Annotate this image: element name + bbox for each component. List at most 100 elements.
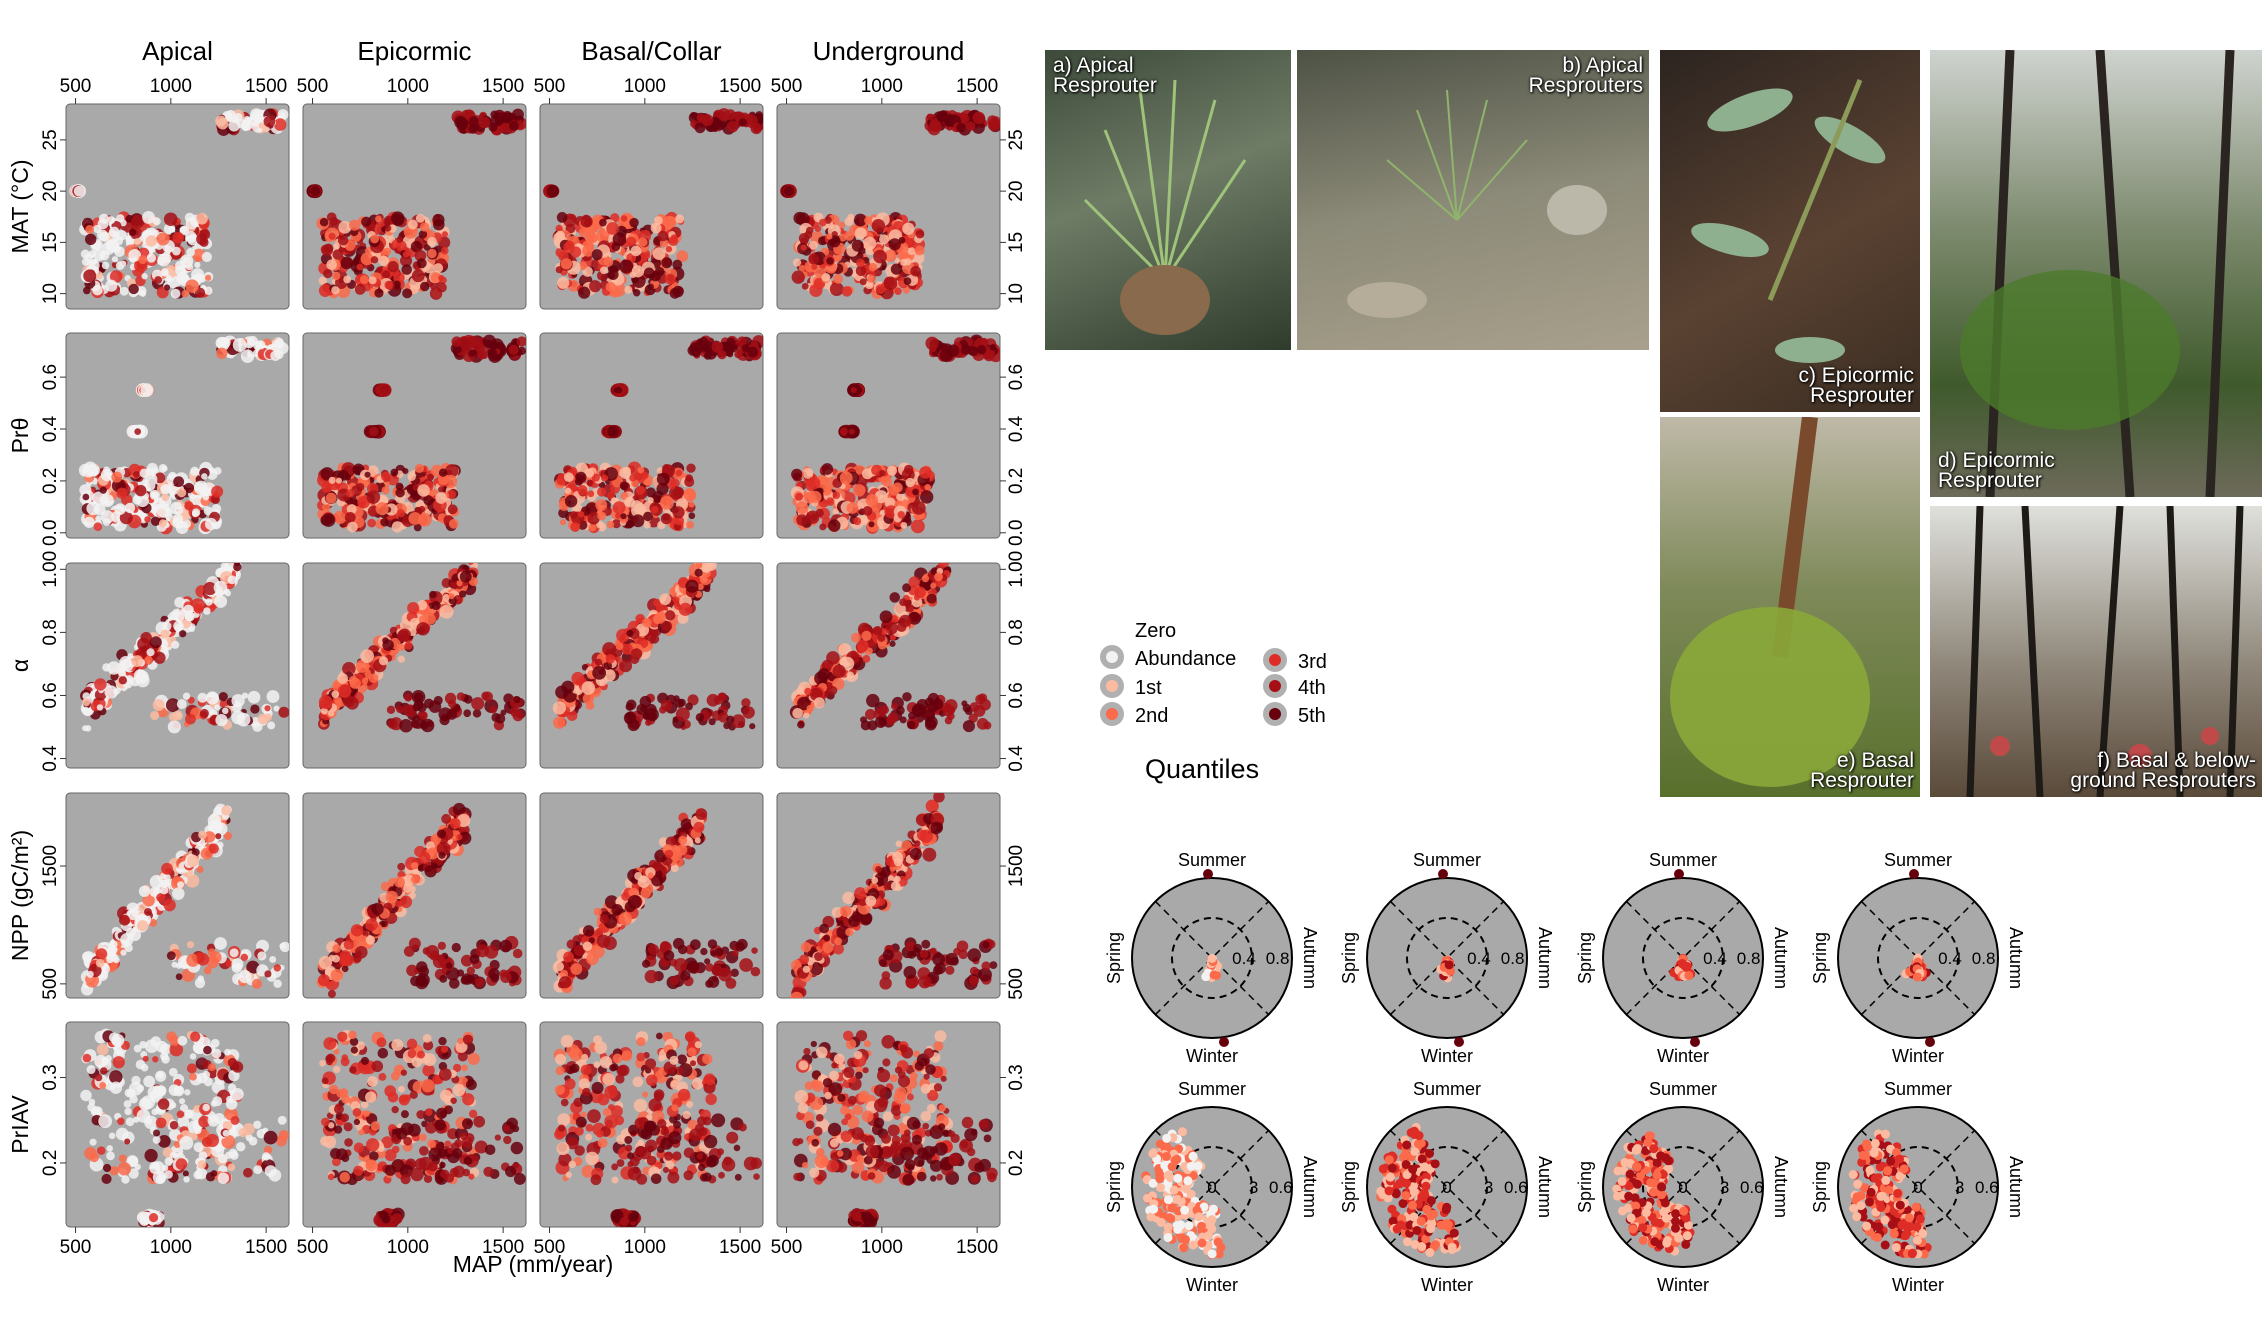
data-point xyxy=(627,461,642,476)
data-point xyxy=(865,494,879,507)
data-point xyxy=(555,247,566,258)
data-point xyxy=(828,686,838,695)
data-point xyxy=(879,610,893,624)
data-point xyxy=(841,286,853,297)
data-point xyxy=(674,516,684,526)
data-point xyxy=(508,344,519,355)
y-tick-label: 20 xyxy=(1006,181,1027,202)
data-point xyxy=(213,467,222,475)
data-point xyxy=(247,690,261,704)
data-point xyxy=(456,118,469,131)
data-point xyxy=(575,471,587,483)
data-point xyxy=(894,287,902,295)
data-point xyxy=(726,715,735,724)
data-point xyxy=(552,701,566,715)
data-point xyxy=(647,283,654,291)
data-point xyxy=(325,492,337,504)
data-point xyxy=(587,490,595,498)
data-point xyxy=(813,697,825,709)
data-point xyxy=(643,521,651,529)
y-tick-label: 25 xyxy=(40,129,61,150)
data-point xyxy=(624,285,633,294)
data-point xyxy=(105,279,118,292)
data-point xyxy=(688,501,695,508)
data-point xyxy=(853,517,862,526)
data-point xyxy=(132,471,140,478)
y-tick-label: 0.6 xyxy=(1006,364,1027,390)
data-point xyxy=(872,625,883,636)
data-point xyxy=(902,222,915,235)
data-point xyxy=(500,709,507,716)
data-point xyxy=(660,513,672,525)
data-point xyxy=(273,964,281,972)
row-ylabel: α xyxy=(7,659,33,672)
data-point xyxy=(883,276,898,291)
data-point xyxy=(620,513,627,520)
scatter-panel xyxy=(302,332,527,539)
x-tick-label: 500 xyxy=(297,76,329,97)
data-point xyxy=(659,593,672,606)
data-point xyxy=(851,239,864,252)
data-point xyxy=(798,265,806,272)
data-point xyxy=(161,862,173,875)
x-tick-label: 1500 xyxy=(482,76,524,97)
data-point xyxy=(686,520,694,529)
data-point xyxy=(103,466,111,474)
data-point xyxy=(179,630,187,638)
data-point xyxy=(814,225,822,233)
data-point xyxy=(847,213,855,222)
data-point xyxy=(263,115,276,128)
data-point xyxy=(172,887,185,900)
data-point xyxy=(251,978,262,989)
data-point xyxy=(92,284,103,296)
data-point xyxy=(807,476,821,490)
data-point xyxy=(468,124,478,134)
data-point xyxy=(664,610,676,621)
data-point xyxy=(805,510,820,524)
data-point xyxy=(232,338,247,352)
data-point xyxy=(448,518,459,529)
y-tick-label: 25 xyxy=(1006,129,1027,150)
data-point xyxy=(240,953,249,962)
data-point xyxy=(156,504,171,518)
data-point xyxy=(432,213,445,227)
data-point xyxy=(983,721,992,730)
data-point xyxy=(243,123,251,131)
data-point xyxy=(190,466,200,476)
data-point xyxy=(652,247,666,261)
data-point xyxy=(133,238,141,246)
x-tick-label: 500 xyxy=(534,76,566,97)
data-point xyxy=(839,471,853,485)
data-point xyxy=(685,579,699,593)
data-point xyxy=(868,521,875,528)
data-point xyxy=(898,236,906,244)
data-point xyxy=(619,481,629,491)
data-point xyxy=(395,240,407,252)
data-point xyxy=(436,282,447,293)
data-point xyxy=(446,489,457,500)
data-point xyxy=(855,258,865,268)
data-point xyxy=(595,499,608,512)
x-tick-label: 1000 xyxy=(624,76,666,97)
data-point xyxy=(417,484,430,497)
data-point xyxy=(221,707,229,715)
data-point xyxy=(919,466,932,479)
scatter-panel: 500 1000 1500 xyxy=(534,76,764,310)
data-point xyxy=(661,620,673,632)
data-point xyxy=(221,805,232,816)
data-point xyxy=(384,280,394,290)
data-point xyxy=(563,472,574,483)
data-point xyxy=(413,523,422,532)
data-point xyxy=(397,655,406,663)
data-point xyxy=(474,341,486,353)
data-point xyxy=(961,700,968,707)
data-point xyxy=(338,221,352,234)
data-point xyxy=(207,948,216,957)
data-point xyxy=(577,510,585,518)
data-point xyxy=(269,955,277,963)
scatter-panel: 0.40.60.81.00 xyxy=(40,551,290,772)
data-point xyxy=(656,467,664,474)
data-point xyxy=(162,880,170,888)
data-point xyxy=(675,469,683,477)
